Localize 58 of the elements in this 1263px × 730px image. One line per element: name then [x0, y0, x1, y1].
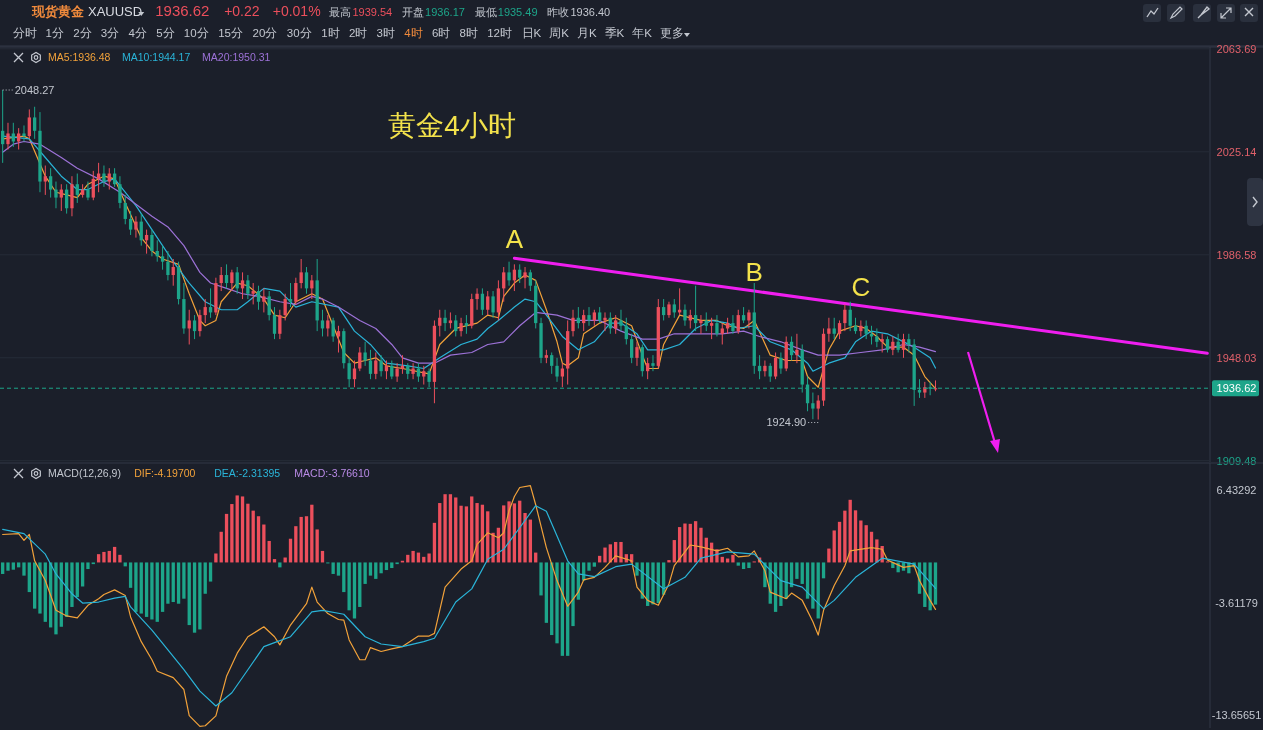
text: XAUUSD	[88, 4, 143, 19]
text: 最高	[329, 6, 352, 18]
text: 季K	[604, 27, 625, 39]
y-tick-label: 2025.14	[1216, 145, 1257, 158]
text: 3时	[376, 27, 395, 39]
y-tick-label: 1909.48	[1216, 454, 1257, 467]
text: 日K	[521, 27, 542, 39]
y-tick-label: 2063.69	[1216, 42, 1257, 55]
y-tick-label: 1986.58	[1216, 248, 1257, 261]
text: 1936.17	[425, 6, 465, 18]
data-label: A	[505, 224, 524, 255]
text: +0.22	[224, 3, 260, 19]
y-tick-label: 6.43292	[1216, 484, 1257, 497]
text: 15分	[218, 27, 243, 39]
text: 开盘	[402, 6, 425, 18]
text: 20分	[252, 27, 278, 39]
text: 月K	[576, 27, 597, 39]
text: 1936.40	[570, 6, 611, 18]
text: 3分	[100, 27, 120, 39]
text: 1935.49	[497, 6, 538, 18]
text: 30分	[286, 27, 312, 39]
y-tick-label: 1948.03	[1216, 351, 1257, 364]
text: DIF:-4.19700	[134, 466, 196, 479]
text: 2时	[348, 27, 368, 39]
text: 4时	[404, 27, 423, 39]
text: 更多	[659, 27, 684, 39]
ref-line-label: 1936.62	[1216, 382, 1257, 395]
y-tick-label: -3.61179	[1215, 596, 1258, 609]
text: 1分	[45, 27, 64, 39]
text: 1时	[321, 27, 340, 39]
text: 4分	[128, 27, 147, 39]
annotation: 2048.27	[14, 83, 55, 96]
text: 2分	[73, 27, 92, 39]
text: 年K	[632, 27, 653, 39]
text: 昨收	[547, 6, 570, 18]
text: 黄金4小时	[388, 110, 516, 141]
text: 5分	[156, 27, 175, 39]
text: 周K	[549, 27, 570, 39]
chart-title: MACD(12,26,9)	[48, 466, 121, 479]
data-label: B	[745, 257, 763, 288]
text: 6时	[431, 27, 451, 39]
text: 10分	[183, 27, 209, 39]
text: 8时	[459, 27, 478, 39]
text: 分时	[13, 27, 37, 39]
text: DEA:-2.31395	[214, 466, 281, 479]
text: 现货黄金	[31, 4, 85, 19]
text: MA10:1944.17	[121, 50, 191, 63]
annotation: 1924.90	[766, 416, 807, 429]
text: 12时	[487, 27, 513, 39]
text: 最低	[474, 6, 497, 18]
text: 1939.54	[352, 6, 393, 18]
y-tick-label: -13.65651	[1211, 709, 1262, 722]
text: MA5:1936.48	[48, 50, 111, 63]
annotation: MACD:-3.76610	[294, 466, 370, 479]
data-label: C	[851, 271, 871, 302]
text: +0.01%	[272, 3, 321, 19]
text: MA20:1950.31	[202, 50, 271, 63]
text: 1936.62	[155, 2, 210, 19]
